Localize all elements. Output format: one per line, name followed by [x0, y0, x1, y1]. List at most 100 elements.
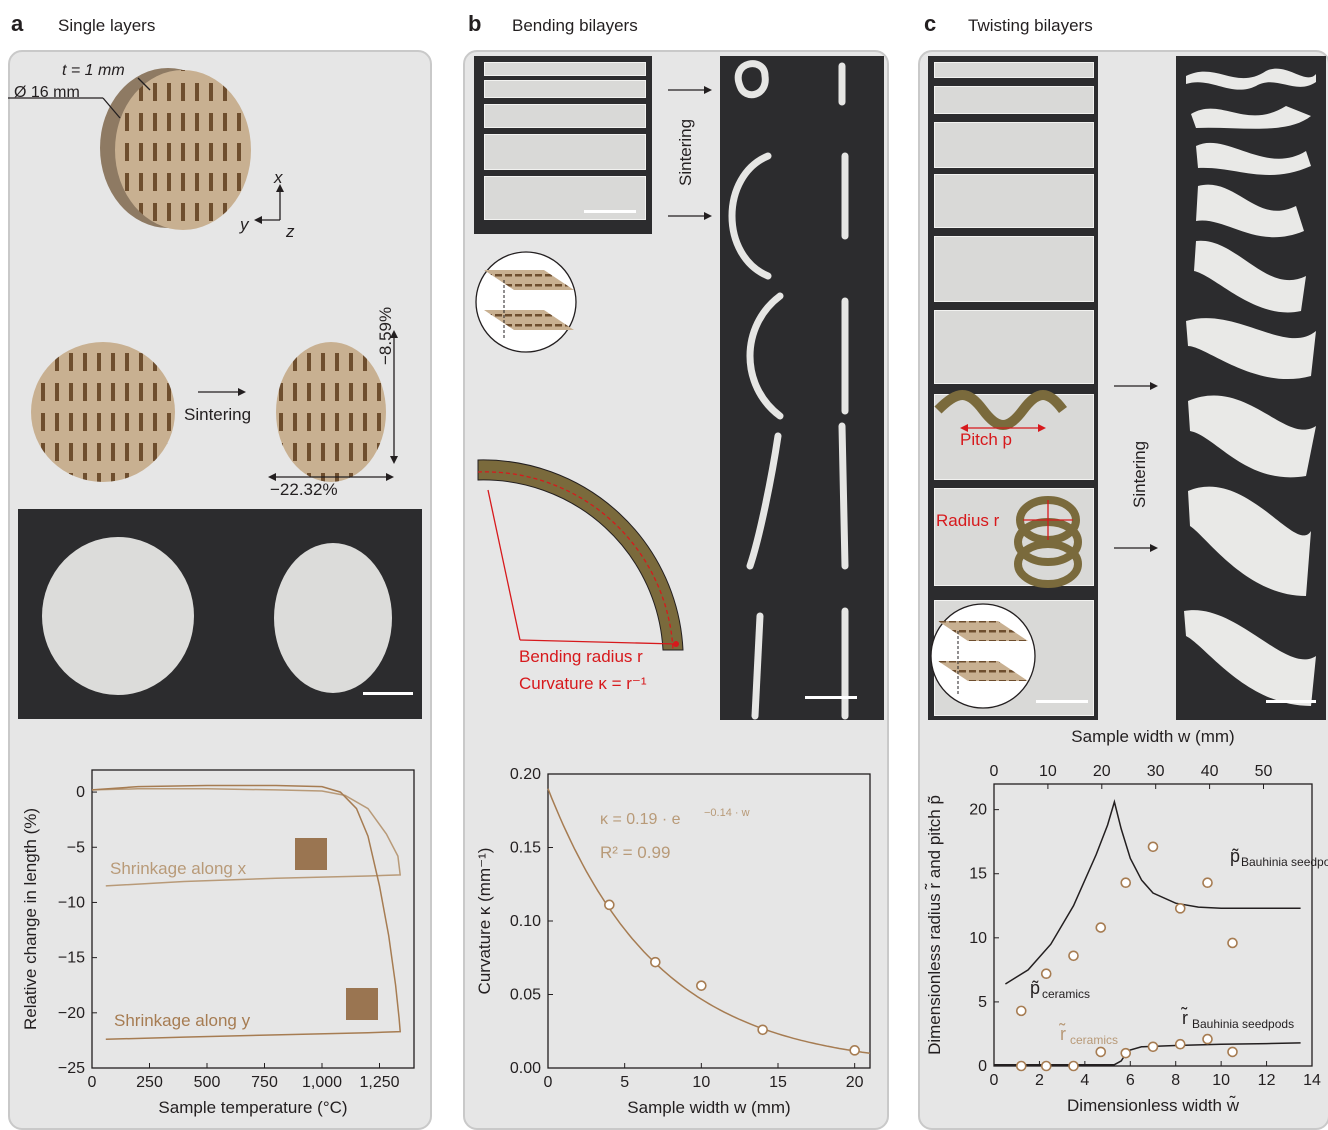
panel-c-title: Twisting bilayers [968, 16, 1093, 35]
data-point [1015, 1005, 1027, 1017]
axis-x-label: x [274, 168, 283, 187]
label-p-ceramics-sub: ceramics [1042, 987, 1090, 1001]
y-tick-label: 0.05 [510, 987, 541, 1004]
y-tick-label: 0.10 [510, 913, 541, 930]
label-r-ceramics-sub: ceramics [1070, 1033, 1118, 1047]
x-tick-label: 12 [1258, 1072, 1276, 1089]
data-point [1174, 903, 1186, 914]
annotation-shrink-x: Shrinkage along x [110, 859, 247, 878]
data-point [1068, 950, 1079, 962]
x-tick-label: 14 [1303, 1072, 1321, 1089]
disc-after [276, 342, 386, 482]
data-point [1015, 1060, 1027, 1072]
data-point [1227, 937, 1238, 949]
x2-tick-label: 10 [1039, 763, 1057, 780]
data-point [1174, 1038, 1186, 1050]
bend-green-photo [474, 56, 652, 234]
bend-arrows [668, 86, 712, 220]
data-point [1120, 1047, 1132, 1059]
diameter-label: Ø 16 mm [14, 84, 80, 101]
x-tick-label: 6 [1126, 1072, 1135, 1089]
disc-before [31, 342, 175, 482]
y-tick-label: 5 [978, 994, 987, 1011]
shrink-y-label: −22.32% [270, 480, 338, 499]
x-tick-label: 750 [251, 1074, 278, 1091]
label-p-bauhinia: p̃ [1230, 846, 1240, 866]
bend-arc-diagram [477, 459, 684, 651]
twist-sintered-photo [1176, 56, 1326, 720]
thickness-label: t = 1 mm [62, 62, 125, 79]
fit-equation: κ = 0.19 · e [600, 811, 681, 828]
fit-curve [547, 788, 871, 1054]
y-tick-label: 0 [978, 1058, 987, 1075]
data-point [1147, 1041, 1159, 1053]
r-squared: R² = 0.99 [600, 843, 670, 862]
y-tick-label: 15 [969, 866, 987, 883]
x-tick-label: 500 [194, 1074, 221, 1091]
x2-tick-label: 0 [990, 763, 999, 780]
y-tick-label: 0.15 [510, 840, 541, 857]
data-point [650, 956, 661, 968]
y-tick-label: −20 [58, 1005, 85, 1022]
y-tick-label: −5 [67, 839, 85, 856]
data-point [1202, 1033, 1213, 1045]
y-tick-label: 10 [969, 930, 987, 947]
data-point [1202, 877, 1213, 888]
panel-b-title: Bending bilayers [512, 16, 638, 35]
data-point [1095, 922, 1107, 933]
pitch-label: Pitch p [960, 430, 1012, 449]
x-tick-label: 15 [769, 1074, 787, 1091]
annotation-shrink-y: Shrinkage along y [114, 1011, 251, 1030]
series-line-y [91, 784, 402, 1041]
y-tick-label: −25 [58, 1060, 85, 1077]
x-tick-label: 0 [88, 1074, 97, 1091]
series-line-x [91, 788, 402, 887]
x-tick-label: 250 [136, 1074, 163, 1091]
y-axis-label: Curvature κ (mm⁻¹) [475, 848, 494, 995]
twist-overlay [934, 390, 1082, 588]
data-point [757, 1024, 768, 1036]
data-point [1040, 968, 1052, 980]
y-tick-label: 20 [969, 802, 987, 819]
panel-a-title: Single layers [58, 16, 156, 35]
label-p-bauhinia-sub: Bauhinia seedpods [1241, 855, 1328, 869]
axis-y-label: y [240, 215, 249, 234]
y-tick-label: 0 [76, 784, 85, 801]
x-tick-label: 4 [1080, 1072, 1089, 1089]
y-tick-label: 0.20 [510, 766, 541, 783]
disc-3d [115, 70, 251, 230]
x-tick-label: 10 [1212, 1072, 1230, 1089]
shrink-x-label: −8.59% [376, 306, 395, 365]
panel-c-letter: c [924, 11, 937, 36]
sintering-label-c: Sintering [1130, 440, 1149, 508]
twist-arrows [1114, 382, 1158, 552]
y-tick-label: −10 [58, 894, 85, 911]
x-axis-label: Sample temperature (°C) [158, 1098, 347, 1117]
x2-axis-label: Sample width w (mm) [1071, 727, 1234, 746]
series-line-r-bauhinia [994, 1042, 1301, 1066]
panel-a-letter: a [11, 11, 24, 36]
plot-frame [91, 769, 415, 1069]
data-point [1095, 1046, 1107, 1058]
data-point [1120, 877, 1132, 888]
chart-twist: 0 2 4 6 8 10 12 14 0 5 10 15 20 Dimensionless width w… [924, 727, 1328, 1115]
axis-z-label: z [286, 222, 295, 241]
data-point [1040, 1060, 1052, 1072]
x-axis-label: Sample width w (mm) [627, 1098, 790, 1117]
label-r-bauhinia: r̃ [1180, 1007, 1188, 1028]
x-tick-label: 10 [692, 1074, 710, 1091]
x-tick-label: 5 [620, 1074, 629, 1091]
data-point [604, 899, 615, 911]
bend-sintered-photo [720, 56, 884, 720]
x-tick-label: 8 [1171, 1072, 1180, 1089]
y-axis-label: Relative change in length (%) [21, 808, 40, 1030]
data-point [696, 980, 707, 991]
data-point [1227, 1046, 1238, 1058]
x-tick-label: 0 [544, 1074, 553, 1091]
label-p-ceramics: p̃ [1030, 978, 1040, 998]
data-point [1147, 841, 1159, 853]
x2-tick-label: 30 [1147, 763, 1165, 780]
x2-tick-label: 50 [1255, 763, 1273, 780]
panel-b-letter: b [468, 11, 482, 36]
disc-photo-after [274, 543, 392, 693]
